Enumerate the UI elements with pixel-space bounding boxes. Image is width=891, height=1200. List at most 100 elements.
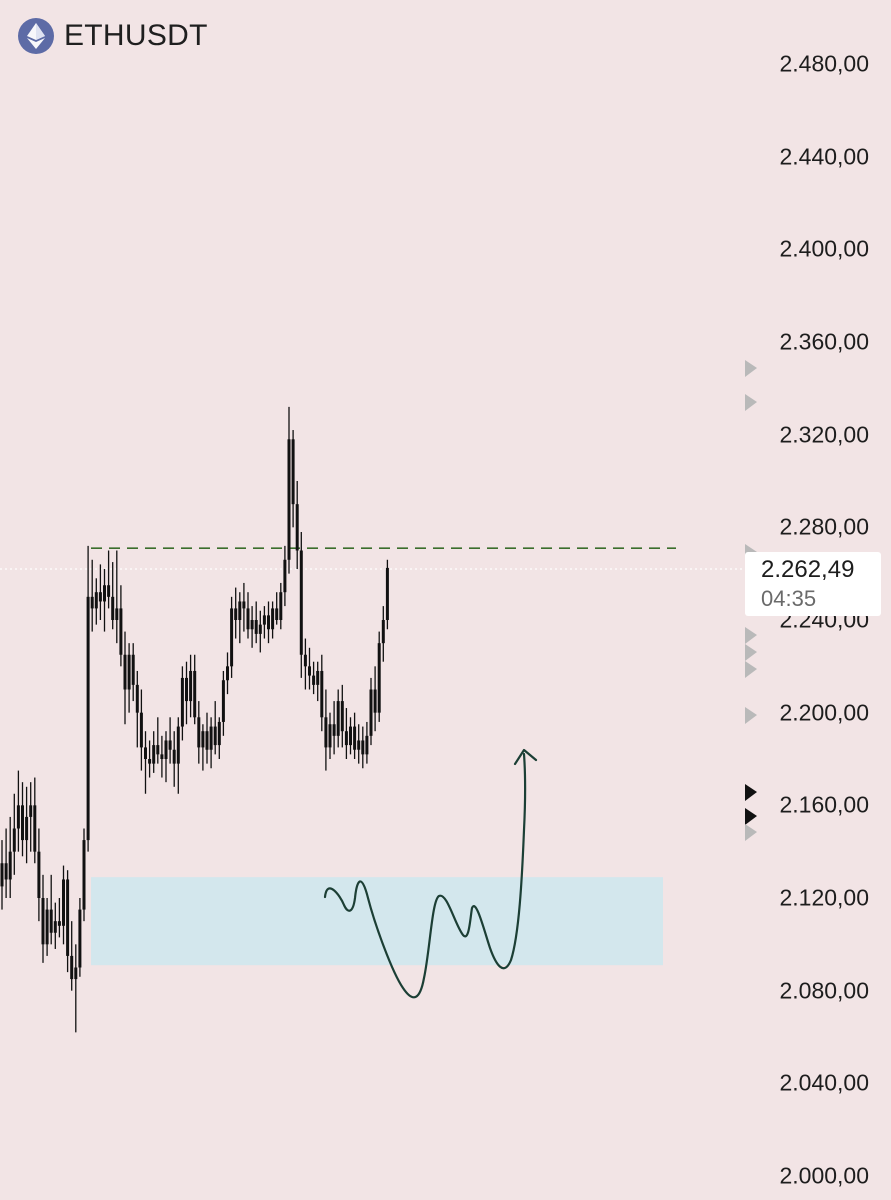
candle-body (254, 620, 258, 634)
candle (328, 712, 332, 759)
candle (78, 898, 82, 977)
candle (353, 712, 357, 759)
candle (279, 582, 283, 630)
candle-body (119, 608, 123, 655)
candle-body (168, 740, 172, 750)
candle (332, 701, 336, 755)
candle-body (8, 851, 12, 880)
candle-body (246, 608, 250, 630)
candle-body (221, 680, 225, 722)
current-price: 2.262,49 (761, 556, 855, 583)
candle-body (205, 731, 209, 750)
symbol-header[interactable]: ETHUSDT (18, 16, 208, 56)
candle (242, 582, 246, 632)
candle (49, 874, 53, 945)
price-axis-tick: 2.440,00 (779, 143, 869, 170)
candle-body (262, 615, 266, 625)
candle-body (226, 666, 229, 681)
candle (299, 531, 303, 678)
candle-body (324, 717, 328, 748)
candle (57, 898, 61, 938)
candle-body (209, 726, 213, 750)
candle-body (283, 559, 287, 593)
candle (271, 601, 275, 639)
candle (340, 684, 344, 748)
candle-body (312, 675, 316, 685)
candle-body (160, 754, 164, 759)
scale-marker-icon (745, 644, 757, 661)
candle-body (12, 828, 16, 852)
candle-body (357, 740, 361, 750)
price-axis-tick: 2.000,00 (779, 1162, 869, 1189)
candle-body (299, 550, 303, 655)
price-axis-tick: 2.080,00 (779, 977, 869, 1004)
candle (4, 828, 8, 898)
candle-body (62, 879, 65, 926)
candle-body (0, 863, 4, 887)
candle (303, 638, 307, 690)
scale-marker-icon (745, 784, 757, 801)
candle (98, 564, 102, 620)
candle-body (25, 816, 29, 841)
candle (86, 545, 90, 852)
candle (25, 786, 29, 864)
candle (213, 701, 217, 755)
candle (41, 874, 45, 963)
candle (127, 643, 131, 713)
candle (37, 828, 41, 922)
candle-body (242, 601, 246, 609)
candle (115, 550, 119, 644)
price-axis-tick: 2.120,00 (779, 884, 869, 911)
candle-body (381, 620, 385, 644)
candle (324, 689, 328, 771)
candle-body (115, 608, 119, 620)
candle (201, 724, 205, 771)
candle-body (365, 735, 369, 755)
candle (287, 406, 291, 574)
price-axis-tick: 2.200,00 (779, 699, 869, 726)
candle (139, 689, 143, 771)
candle-body (33, 805, 37, 852)
candle (33, 777, 37, 864)
candle (53, 902, 57, 949)
projection-path-drawing (323, 752, 527, 999)
scale-marker-icon (745, 808, 757, 825)
candle-body (139, 712, 143, 748)
candle (226, 652, 229, 695)
candle-body (185, 677, 188, 702)
candle (283, 545, 287, 607)
candle-body (21, 805, 24, 841)
candle (103, 569, 106, 632)
candle-body (361, 740, 365, 755)
candle (156, 717, 160, 764)
candle (308, 647, 311, 690)
candle-body (279, 592, 283, 620)
candle (250, 606, 254, 648)
candle-body (49, 909, 53, 933)
candle-body (234, 608, 238, 620)
scale-marker-icon (745, 707, 757, 724)
candle-body (66, 879, 70, 956)
candle (320, 654, 324, 732)
candle (234, 587, 238, 639)
scale-marker-icon (745, 394, 757, 411)
candle (123, 631, 127, 725)
candle-body (29, 805, 33, 817)
candle-countdown: 04:35 (761, 586, 817, 611)
candle (29, 782, 33, 852)
candle-body (377, 643, 381, 713)
candle-body (332, 724, 336, 736)
candle (312, 661, 316, 695)
candle-body (308, 666, 311, 676)
candle (16, 770, 20, 852)
candle-body (90, 596, 94, 609)
candle (365, 721, 369, 764)
candle (349, 717, 352, 755)
candle-body (74, 967, 78, 980)
candle (258, 610, 262, 653)
candle (62, 865, 65, 945)
candle-body (123, 654, 127, 690)
candle (74, 944, 78, 1033)
candle-body (340, 701, 344, 732)
